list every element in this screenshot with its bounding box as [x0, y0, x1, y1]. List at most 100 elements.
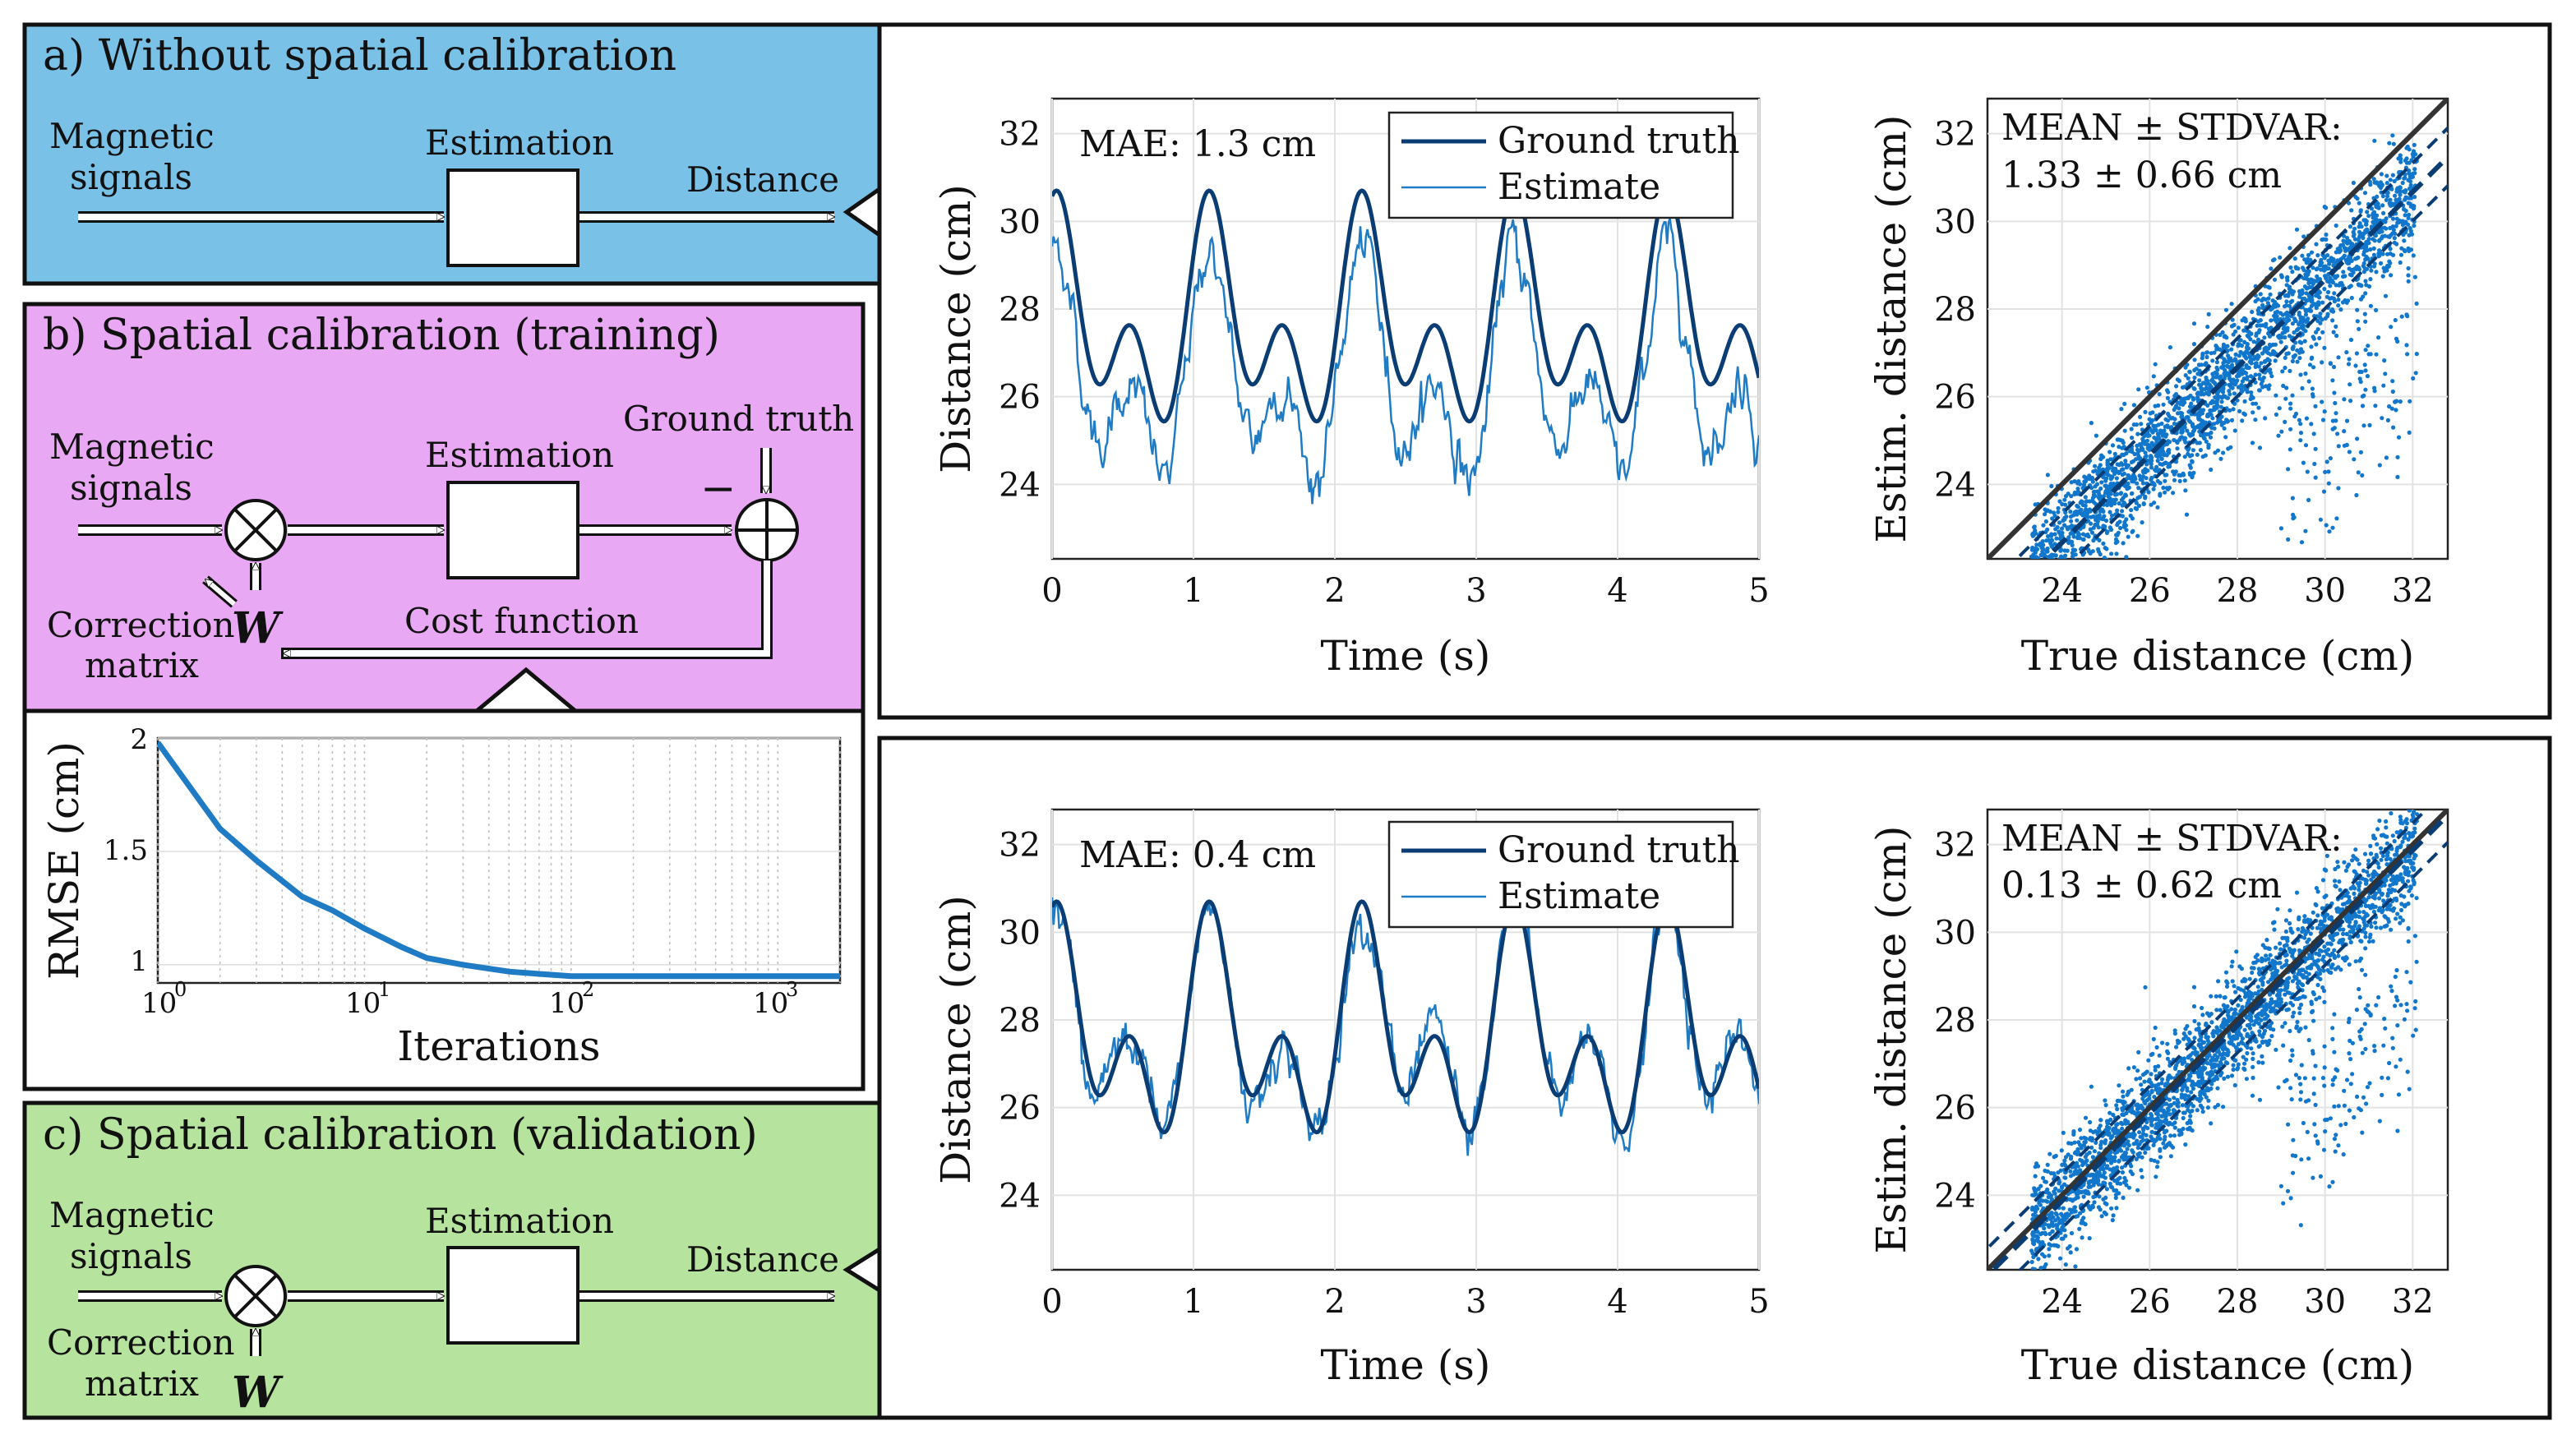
s1-point: [2402, 238, 2407, 243]
s1-point: [2274, 302, 2279, 307]
time-plot-top-legend-est: Estimate: [1498, 166, 1660, 208]
s2-point: [2264, 953, 2269, 958]
s2-point: [2209, 994, 2214, 999]
s2-point: [2265, 946, 2271, 951]
s2-point: [2321, 989, 2327, 994]
s1-point: [2387, 404, 2392, 409]
s1-point: [2336, 486, 2341, 491]
s1-point: [2063, 553, 2068, 558]
s1-point: [2054, 565, 2058, 570]
s2-point: [2413, 999, 2418, 1003]
s1-point: [2346, 298, 2351, 303]
s1-point: [2191, 432, 2195, 437]
s2-point: [2074, 1247, 2080, 1252]
s2-point: [2209, 1058, 2214, 1063]
s1-point: [2278, 255, 2283, 260]
s1-point: [2398, 153, 2403, 158]
s2-point: [2411, 814, 2416, 819]
s1-point: [2131, 422, 2136, 427]
s1-point: [2315, 302, 2320, 307]
s2-point: [2103, 1211, 2108, 1216]
s1-point: [2144, 462, 2149, 467]
s2-point: [2328, 1116, 2333, 1121]
s1-point: [2360, 394, 2365, 399]
s2-point: [2290, 1014, 2295, 1019]
s1-point: [2412, 195, 2417, 200]
s2-point: [2322, 1065, 2327, 1070]
s1-point: [2283, 334, 2287, 340]
s1-point: [2324, 459, 2329, 464]
s1-point: [2329, 308, 2334, 313]
s1-point: [2046, 533, 2051, 539]
s2-point: [2398, 814, 2403, 819]
s1-point: [2124, 555, 2129, 559]
s2-point: [2169, 1102, 2174, 1108]
s2-point: [2266, 1041, 2271, 1046]
s1-point: [2231, 332, 2236, 337]
s2-point: [2372, 1044, 2377, 1049]
s2-point: [2371, 939, 2375, 943]
s2-point: [2135, 1188, 2140, 1193]
s2-point: [2291, 1170, 2296, 1175]
s2-point: [2298, 1026, 2303, 1031]
s2-point: [2151, 1036, 2156, 1041]
bottom-results-frame: [877, 736, 2552, 1420]
s1-point: [2338, 307, 2343, 312]
s2-point: [2029, 1259, 2034, 1265]
s1-point: [2040, 565, 2044, 569]
s2-point: [2309, 999, 2314, 1004]
s2-point: [2186, 1094, 2191, 1099]
s2-point: [2285, 976, 2290, 981]
s1-point: [2072, 491, 2077, 497]
s1-point: [2288, 427, 2293, 431]
s1-point: [2206, 311, 2211, 316]
s1-point: [2230, 317, 2235, 322]
s2-point: [2253, 954, 2258, 959]
panel-b-cost-label: Cost function: [404, 601, 639, 641]
s2-point: [2254, 1018, 2259, 1023]
s1-point: [2307, 362, 2313, 367]
s1-point: [2214, 365, 2219, 371]
s1-point: [2156, 434, 2161, 439]
s1-point: [2031, 611, 2035, 615]
s1-point: [2053, 566, 2057, 570]
s1-point: [2290, 346, 2295, 351]
s1-point: [2070, 539, 2075, 545]
s1-point: [2407, 168, 2412, 173]
s2-point: [2384, 862, 2389, 867]
s1-point: [2080, 562, 2084, 566]
s1-point: [2347, 382, 2352, 387]
s2-point: [2342, 860, 2347, 865]
s1-point: [2161, 402, 2166, 407]
s1-point: [2341, 270, 2346, 274]
s1-point: [2192, 367, 2197, 372]
s1-point: [2283, 355, 2287, 360]
s2-point: [2135, 1138, 2140, 1143]
s1-point: [2318, 260, 2323, 265]
s1-point: [2156, 422, 2161, 427]
s2-point: [2361, 1095, 2366, 1100]
s1-point: [2049, 560, 2053, 564]
s1-point: [2371, 252, 2376, 257]
s2-point: [2056, 1243, 2061, 1248]
s2-point: [2301, 974, 2306, 979]
s1-point: [2164, 486, 2169, 491]
rmse-plot: 2 1.5 1 10 0 10 1 10 2 10 3 Iterations R…: [22, 708, 866, 1091]
s1-point: [2410, 151, 2416, 156]
s2-point: [2314, 902, 2319, 907]
s1-point: [2117, 519, 2122, 524]
s2-point: [2204, 1011, 2210, 1016]
s1-point: [2311, 431, 2316, 436]
s1-point: [2285, 325, 2290, 330]
s1-point: [2280, 369, 2285, 374]
s2-point: [2161, 1108, 2166, 1113]
s1-upper-line: [2014, 125, 2448, 559]
s1-point: [2182, 437, 2187, 442]
s1-point: [2288, 265, 2293, 270]
s1-point: [2357, 326, 2361, 331]
s1-point: [2034, 592, 2038, 596]
s2-point: [2385, 1076, 2390, 1081]
s2-point: [2051, 1223, 2056, 1229]
s1-point: [2109, 527, 2114, 533]
s2-point: [2412, 852, 2417, 857]
